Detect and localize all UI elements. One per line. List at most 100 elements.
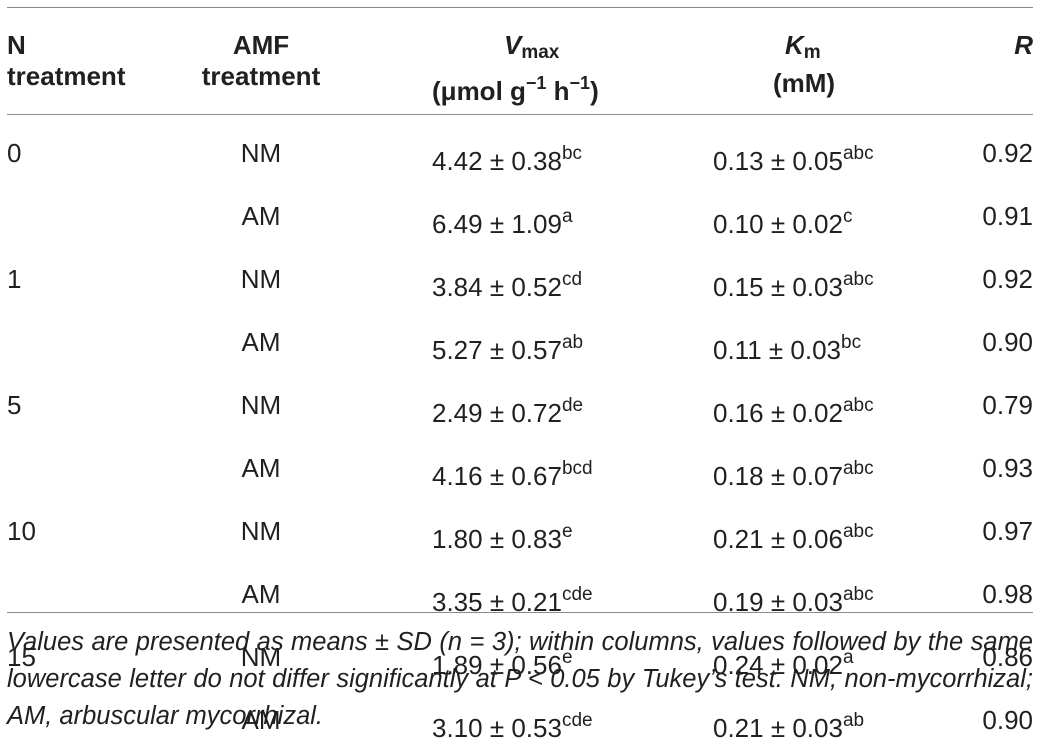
cell-amf-treatment: AM <box>162 681 424 744</box>
header-km-symbol-line: Km <box>773 30 974 68</box>
vmax-significance-letters: cde <box>561 584 593 605</box>
cell-vmax: 4.42 ± 0.38bc <box>424 114 709 177</box>
amf-treatment-value: NM <box>240 264 282 294</box>
vmax-value: 5.27 ± 0.57 <box>432 335 562 365</box>
vmax-significance-letters: cd <box>561 269 583 290</box>
cell-n-treatment: 0 <box>7 114 162 177</box>
header-r: R <box>974 8 1033 114</box>
vmax-significance-letters: bc <box>561 143 583 164</box>
vmax-significance-letters: e <box>561 647 573 668</box>
cell-r: 0.98 <box>974 555 1033 618</box>
cell-n-treatment <box>7 303 162 366</box>
r-value: 0.97 <box>982 516 1033 546</box>
table-row: 5 NM 2.49 ± 0.72de 0.16 ± 0.02abc 0.79 <box>7 366 1033 429</box>
header-km: Km (mM) <box>709 8 974 114</box>
header-n-treatment: N treatment <box>7 8 162 114</box>
cell-km: 0.18 ± 0.07abc <box>709 429 974 492</box>
header-km-unit: (mM) <box>773 68 836 98</box>
cell-n-treatment <box>7 555 162 618</box>
header-vmax-unit-suffix: ) <box>590 76 599 106</box>
cell-km: 0.15 ± 0.03abc <box>709 240 974 303</box>
amf-treatment-value: NM <box>240 390 282 420</box>
vmax-value: 2.49 ± 0.72 <box>432 398 562 428</box>
header-vmax-unit-exp2: −1 <box>569 73 591 93</box>
cell-r: 0.92 <box>974 240 1033 303</box>
n-treatment-value: 0 <box>7 138 22 168</box>
vmax-value: 6.49 ± 1.09 <box>432 209 562 239</box>
header-n-treatment-line2: treatment <box>7 61 126 91</box>
cell-r: 0.97 <box>974 492 1033 555</box>
amf-treatment-value: NM <box>240 642 282 672</box>
cell-vmax: 4.16 ± 0.67bcd <box>424 429 709 492</box>
r-value: 0.90 <box>982 327 1033 357</box>
vmax-value: 1.89 ± 0.56 <box>432 650 562 680</box>
km-significance-letters: abc <box>842 143 874 164</box>
table-row: 10 NM 1.80 ± 0.83e 0.21 ± 0.06abc 0.97 <box>7 492 1033 555</box>
km-significance-letters: bc <box>841 332 862 353</box>
n-treatment-value: 10 <box>7 516 36 546</box>
cell-km: 0.13 ± 0.05abc <box>709 114 974 177</box>
vmax-value: 3.35 ± 0.21 <box>432 587 562 617</box>
table-row: AM 6.49 ± 1.09a 0.10 ± 0.02c 0.91 <box>7 177 1034 240</box>
cell-vmax: 3.35 ± 0.21cde <box>424 555 709 618</box>
header-vmax-subscript: max <box>521 42 560 63</box>
r-value: 0.86 <box>982 642 1033 672</box>
cell-r: 0.91 <box>974 177 1033 240</box>
r-value: 0.92 <box>982 138 1033 168</box>
cell-km: 0.11 ± 0.03bc <box>709 303 974 366</box>
cell-vmax: 1.80 ± 0.83e <box>424 492 709 555</box>
km-significance-letters: abc <box>842 521 874 542</box>
cell-amf-treatment: AM <box>162 177 424 240</box>
vmax-significance-letters: a <box>561 206 573 227</box>
header-vmax-unit-mid: h <box>546 76 570 106</box>
cell-amf-treatment: AM <box>162 303 424 366</box>
cell-amf-treatment: NM <box>162 366 424 429</box>
header-vmax-symbol-line: Vmax <box>432 30 709 68</box>
cell-amf-treatment: NM <box>162 492 424 555</box>
cell-km: 0.16 ± 0.02abc <box>709 366 974 429</box>
cell-n-treatment <box>7 429 162 492</box>
cell-vmax: 2.49 ± 0.72de <box>424 366 709 429</box>
header-n-treatment-line1: N <box>7 30 26 60</box>
table-footnote: Values are presented as means ± SD (n = … <box>7 628 1033 730</box>
km-value: 0.11 ± 0.03 <box>713 335 841 365</box>
km-significance-letters: c <box>842 206 853 227</box>
amf-treatment-value: AM <box>241 579 281 609</box>
km-significance-letters: abc <box>842 458 874 479</box>
r-value: 0.90 <box>982 705 1033 735</box>
vmax-significance-letters: ab <box>561 332 584 353</box>
header-row: N treatment AMF treatment Vmax (μmol g−1… <box>7 8 1033 114</box>
header-km-symbol: K <box>785 30 804 60</box>
cell-n-treatment: 10 <box>7 492 162 555</box>
r-value: 0.98 <box>982 579 1033 609</box>
table-row: 0 NM 4.42 ± 0.38bc 0.13 ± 0.05abc 0.92 <box>7 114 1033 177</box>
r-value: 0.79 <box>982 390 1033 420</box>
cell-amf-treatment: AM <box>162 429 424 492</box>
table-bottom-rule <box>7 612 1033 613</box>
cell-vmax: 5.27 ± 0.57ab <box>424 303 709 366</box>
cell-amf-treatment: NM <box>162 618 424 681</box>
header-amf-treatment: AMF treatment <box>162 8 424 114</box>
cell-km: 0.21 ± 0.06abc <box>709 492 974 555</box>
cell-r: 0.86 <box>974 618 1033 681</box>
r-value: 0.93 <box>982 453 1033 483</box>
table-row: AM 4.16 ± 0.67bcd 0.18 ± 0.07abc 0.93 <box>7 429 1034 492</box>
vmax-significance-letters: cde <box>561 710 593 731</box>
km-significance-letters: a <box>842 647 854 668</box>
cell-vmax: 6.49 ± 1.09a <box>424 177 709 240</box>
km-significance-letters: abc <box>842 269 874 290</box>
cell-r: 0.93 <box>974 429 1033 492</box>
header-vmax-symbol: V <box>504 30 522 60</box>
header-vmax-unit-line: (μmol g−1 h−1) <box>432 68 709 107</box>
table-header-rule <box>7 114 1033 115</box>
table-row: 15 NM 1.89 ± 0.56e 0.24 ± 0.02a 0.86 <box>7 618 1033 681</box>
table-row: AM 5.27 ± 0.57ab 0.11 ± 0.03bc 0.90 <box>7 303 1034 366</box>
km-value: 0.19 ± 0.03 <box>713 587 843 617</box>
km-significance-letters: abc <box>842 395 874 416</box>
cell-vmax: 1.89 ± 0.56e <box>424 618 709 681</box>
vmax-value: 1.80 ± 0.83 <box>432 524 562 554</box>
km-value: 0.18 ± 0.07 <box>713 461 843 491</box>
table-header: N treatment AMF treatment Vmax (μmol g−1… <box>7 8 1033 114</box>
table-top-rule <box>7 7 1033 8</box>
cell-r: 0.90 <box>974 303 1033 366</box>
